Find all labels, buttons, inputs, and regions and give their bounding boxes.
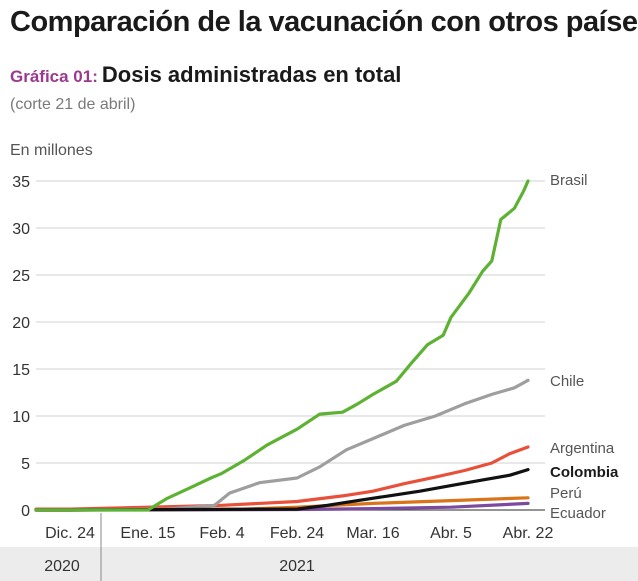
x-tick-label: Abr. 5: [430, 525, 472, 542]
x-tick-label: Feb. 4: [199, 525, 244, 542]
y-tick-label: 30: [12, 221, 30, 238]
x-tick-label: Abr. 22: [503, 525, 554, 542]
date-note: (corte 21 de abril): [10, 96, 136, 113]
y-tick-label: 0: [21, 503, 30, 520]
series-line-argentina: [34, 445, 530, 511]
x-year-label: 2020: [44, 558, 80, 575]
x-tick-label: Ene. 15: [120, 525, 175, 542]
subtitle-text: Dosis administradas en total: [101, 62, 402, 87]
series-line-colombia: [34, 468, 530, 512]
series-label-chile: Chile: [550, 373, 584, 390]
y-tick-label: 20: [12, 315, 30, 332]
y-tick-label: 35: [12, 174, 30, 191]
chart-title: Comparación de la vacunación con otros p…: [10, 6, 638, 38]
series-label-peru: Perú: [550, 485, 582, 502]
series-label-colombia: Colombia: [550, 464, 619, 481]
y-tick-label: 10: [12, 409, 30, 426]
y-tick-label: 15: [12, 362, 30, 379]
x-tick-label: Dic. 24: [45, 525, 95, 542]
subtitle-tag: Gráfica 01:: [10, 67, 98, 86]
x-tick-label: Feb. 24: [270, 525, 324, 542]
x-tick-label: Mar. 16: [346, 525, 399, 542]
x-axis-band-top: [0, 513, 638, 547]
series-label-brasil: Brasil: [550, 172, 588, 189]
series-label-argentina: Argentina: [550, 440, 615, 457]
y-axis-unit-label: En millones: [10, 142, 93, 159]
series-line-brasil: [34, 179, 530, 512]
series-line-chile: [34, 378, 530, 512]
y-tick-label: 5: [21, 456, 30, 473]
x-year-label: 2021: [279, 558, 315, 575]
x-axis-band-year: [0, 547, 638, 581]
y-tick-label: 25: [12, 268, 30, 285]
chart-subtitle: Gráfica 01: Dosis administradas en total: [10, 62, 401, 88]
series-label-ecuador: Ecuador: [550, 505, 606, 522]
